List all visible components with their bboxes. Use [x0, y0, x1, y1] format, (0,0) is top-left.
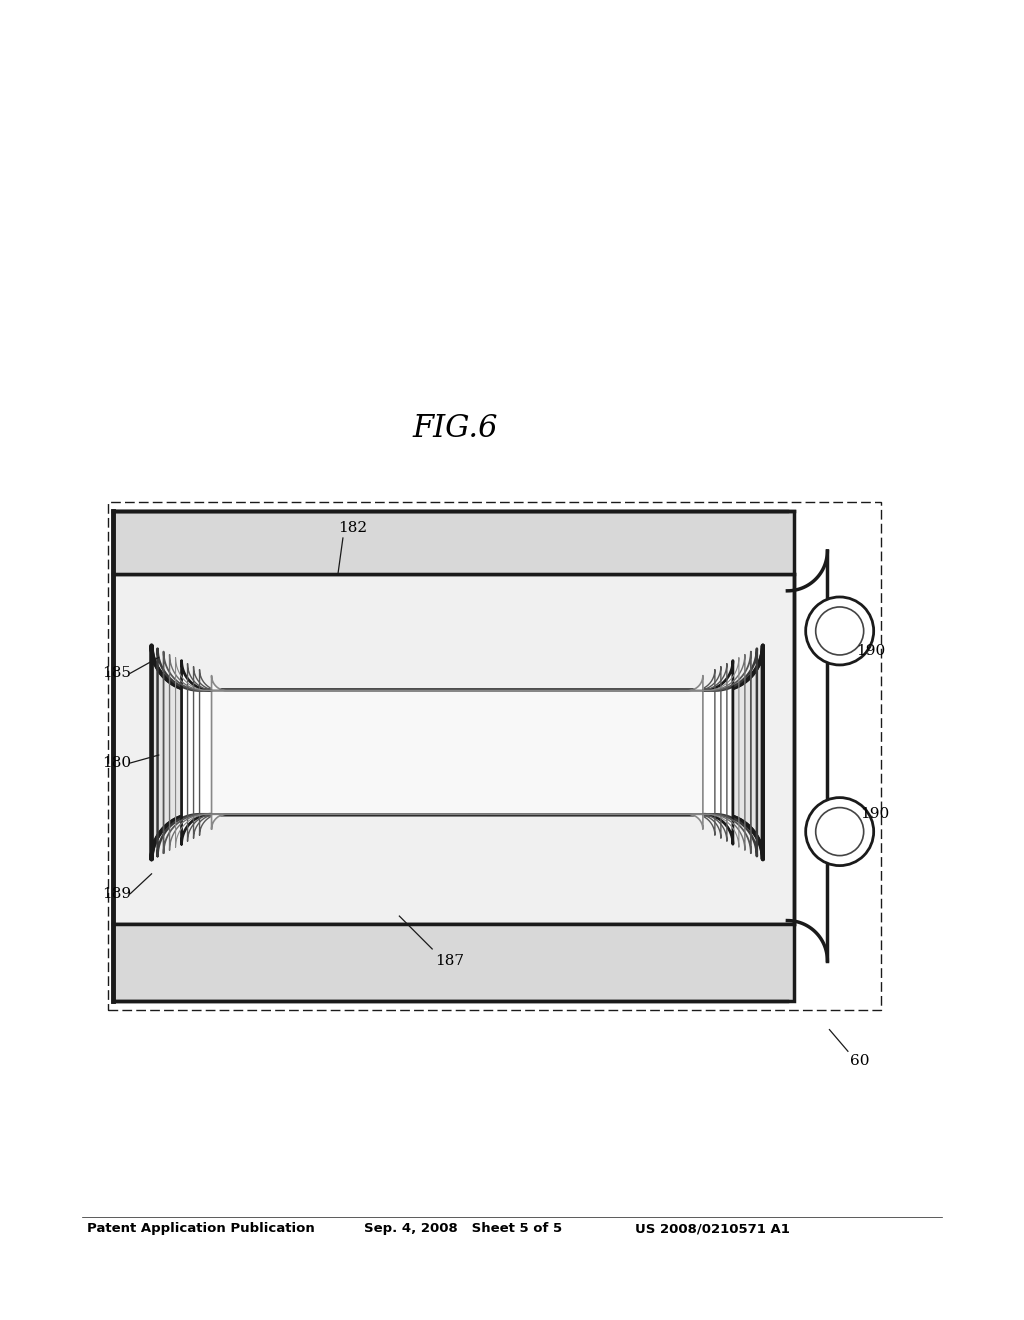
Text: 187: 187	[435, 954, 464, 968]
Bar	[113, 924, 794, 1001]
Circle shape	[806, 597, 873, 665]
Polygon shape	[212, 676, 702, 829]
Bar	[113, 574, 794, 924]
Text: 185: 185	[102, 667, 131, 680]
Polygon shape	[152, 645, 763, 859]
Bar	[113, 511, 794, 574]
Text: 180: 180	[102, 756, 131, 770]
Text: 182: 182	[338, 521, 367, 535]
Polygon shape	[181, 660, 733, 845]
Text: Sep. 4, 2008   Sheet 5 of 5: Sep. 4, 2008 Sheet 5 of 5	[364, 1222, 561, 1236]
Text: 60: 60	[850, 1055, 869, 1068]
Text: Patent Application Publication: Patent Application Publication	[87, 1222, 314, 1236]
Circle shape	[806, 797, 873, 866]
Text: FIG.6: FIG.6	[413, 413, 499, 445]
Text: 190: 190	[856, 644, 886, 657]
Bar	[108, 502, 881, 1010]
Text: 190: 190	[860, 808, 890, 821]
Text: US 2008/0210571 A1: US 2008/0210571 A1	[635, 1222, 790, 1236]
Text: 189: 189	[102, 887, 131, 900]
